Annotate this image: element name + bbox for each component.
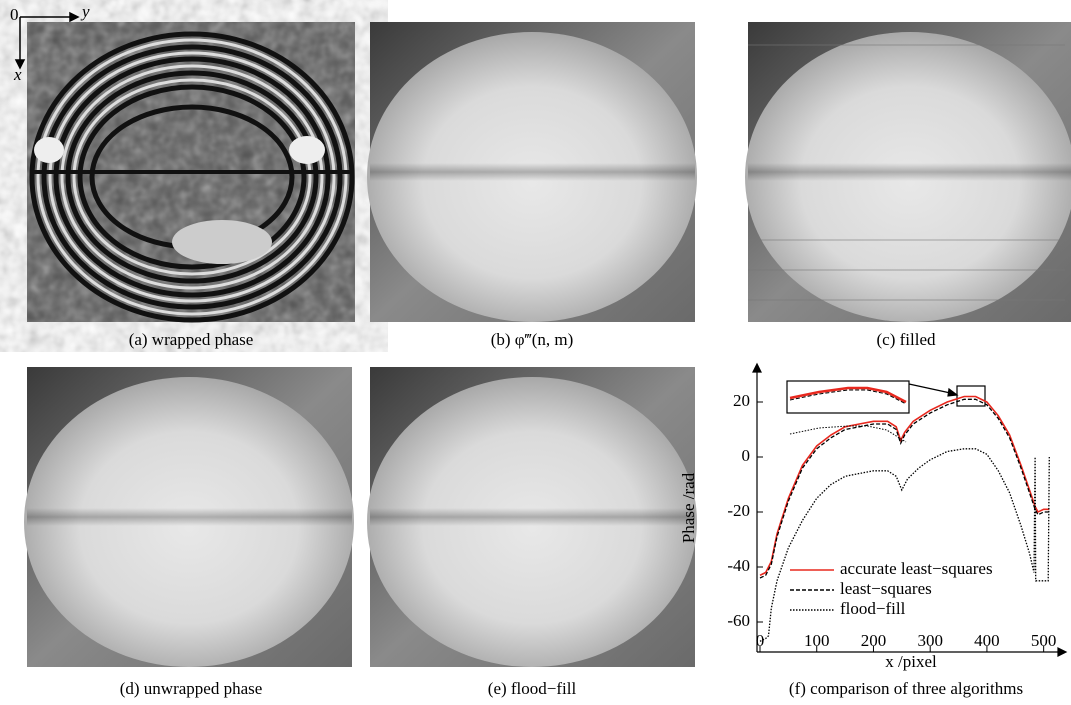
chart-axes (753, 364, 1066, 656)
legend-label: least−squares (840, 579, 932, 598)
figure: 0 y x (a) wrapped phase (b) φ‴(n, m) (c)… (0, 0, 1071, 705)
caption: (e) flood−fill (488, 679, 577, 698)
y-tick-label: -20 (727, 501, 750, 520)
y-axis-label: Phase /rad (679, 472, 698, 543)
x-tick-label: 300 (917, 631, 943, 650)
caption: (f) comparison of three algorithms (789, 679, 1023, 698)
legend-label: flood−fill (840, 599, 906, 618)
x-tick-label: 200 (861, 631, 887, 650)
x-axis-label: x /pixel (885, 652, 937, 671)
series-line (760, 399, 1049, 578)
filled-image (745, 22, 1071, 322)
y-label: y (80, 2, 90, 21)
legend-label: accurate least−squares (840, 559, 993, 578)
x-tick-label: 400 (974, 631, 1000, 650)
x-tick-label: 100 (804, 631, 830, 650)
wrapped-phase-image (27, 22, 355, 322)
caption: (b) φ‴(n, m) (491, 330, 574, 349)
x-tick-label: 500 (1031, 631, 1057, 650)
y-tick-label: -60 (727, 611, 750, 630)
origin-label: 0 (10, 5, 19, 24)
phi-image (367, 22, 697, 322)
x-label: x (13, 65, 22, 84)
caption: (c) filled (877, 330, 936, 349)
caption: (a) wrapped phase (129, 330, 254, 349)
caption: (d) unwrapped phase (120, 679, 263, 698)
y-tick-label: 20 (733, 391, 750, 410)
unwrapped-phase-image (24, 367, 354, 667)
flood-fill-image (367, 367, 697, 667)
y-tick-label: -40 (727, 556, 750, 575)
y-tick-label: 0 (742, 446, 751, 465)
